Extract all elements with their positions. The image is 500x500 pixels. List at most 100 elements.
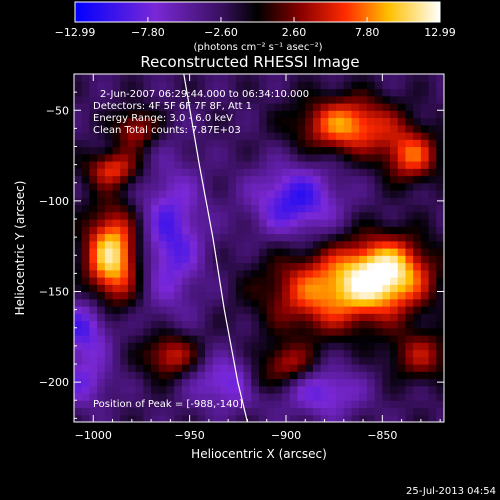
heatmap-cell	[151, 335, 160, 343]
heatmap-cell	[282, 248, 291, 256]
heatmap-cell	[305, 132, 314, 140]
heatmap-cell	[312, 248, 322, 256]
heatmap-cell	[251, 371, 260, 380]
heatmap-cell	[197, 393, 206, 401]
heatmap-cell	[97, 400, 106, 409]
heatmap-cell	[212, 364, 222, 372]
heatmap-cell	[374, 262, 383, 271]
heatmap-cell	[174, 95, 183, 104]
heatmap-cell	[274, 335, 283, 343]
heatmap-cell	[135, 197, 144, 206]
heatmap-cell	[251, 161, 260, 169]
heatmap-cell	[282, 139, 291, 148]
heatmap-cell	[174, 146, 183, 155]
heatmap-cell	[205, 95, 214, 104]
heatmap-cell	[104, 262, 114, 271]
heatmap-cell	[151, 284, 160, 293]
heatmap-cell	[297, 139, 306, 148]
heatmap-cell	[312, 124, 322, 133]
heatmap-cell	[259, 95, 268, 104]
heatmap-cell	[266, 197, 276, 206]
heatmap-cell	[382, 371, 391, 380]
heatmap-cell	[374, 291, 383, 300]
heatmap-cell	[197, 132, 206, 140]
heatmap-cell	[166, 298, 175, 307]
heatmap-cell	[259, 269, 268, 278]
heatmap-cell	[251, 240, 260, 249]
heatmap-cell	[390, 197, 399, 206]
heatmap-cell	[166, 233, 175, 242]
heatmap-cell	[127, 204, 137, 213]
heatmap-cell	[351, 211, 360, 220]
heatmap-cell	[413, 248, 422, 256]
heatmap-cell	[336, 182, 345, 191]
heatmap-cell	[289, 204, 299, 213]
heatmap-cell	[104, 95, 114, 104]
heatmap-cell	[390, 313, 399, 322]
heatmap-cell	[143, 277, 152, 285]
heatmap-cell	[181, 255, 191, 264]
heatmap-cell	[228, 240, 237, 249]
heatmap-cell	[320, 124, 329, 133]
heatmap-cell	[166, 197, 175, 206]
heatmap-cell	[297, 371, 306, 380]
heatmap-cell	[312, 226, 322, 235]
heatmap-cell	[397, 211, 407, 220]
heatmap-cell	[112, 110, 121, 119]
heatmap-cell	[390, 103, 399, 111]
heatmap-cell	[274, 393, 283, 401]
heatmap-cell	[181, 190, 191, 198]
heatmap-cell	[390, 255, 399, 264]
heatmap-cell	[158, 414, 168, 422]
heatmap-cell	[359, 175, 368, 184]
heatmap-cell	[428, 313, 437, 322]
heatmap-cell	[189, 335, 198, 343]
heatmap-cell	[374, 407, 383, 416]
heatmap-cell	[305, 385, 314, 394]
heatmap-cell	[81, 407, 91, 416]
heatmap-cell	[251, 400, 260, 409]
heatmap-cell	[135, 269, 144, 278]
heatmap-cell	[135, 327, 144, 336]
heatmap-cell	[320, 262, 329, 271]
heatmap-cell	[74, 110, 83, 119]
heatmap-cell	[243, 190, 252, 198]
heatmap-cell	[166, 190, 175, 198]
heatmap-cell	[259, 284, 268, 293]
heatmap-cell	[212, 124, 222, 133]
heatmap-cell	[104, 277, 114, 285]
heatmap-cell	[235, 197, 245, 206]
heatmap-cell	[320, 168, 329, 177]
heatmap-cell	[397, 110, 407, 119]
heatmap-cell	[343, 226, 353, 235]
heatmap-cell	[243, 175, 252, 184]
colorbar-tick-label: −7.80	[131, 26, 165, 39]
heatmap-cell	[428, 74, 437, 82]
heatmap-cell	[81, 95, 91, 104]
heatmap-cell	[135, 342, 144, 351]
heatmap-cell	[282, 124, 291, 133]
heatmap-cell	[328, 313, 337, 322]
heatmap-cell	[328, 306, 337, 314]
heatmap-cell	[89, 284, 98, 293]
heatmap-cell	[158, 211, 168, 220]
heatmap-cell	[212, 161, 222, 169]
heatmap-cell	[289, 190, 299, 198]
heatmap-cell	[328, 153, 337, 162]
heatmap-cell	[104, 168, 114, 177]
heatmap-cell	[251, 313, 260, 322]
heatmap-cell	[320, 161, 329, 169]
heatmap-cell	[420, 182, 430, 191]
heatmap-cell	[151, 248, 160, 256]
heatmap-cell	[127, 284, 137, 293]
heatmap-cell	[212, 371, 222, 380]
heatmap-cell	[104, 400, 114, 409]
heatmap-cell	[251, 197, 260, 206]
heatmap-cell	[112, 95, 121, 104]
heatmap-cell	[158, 356, 168, 365]
heatmap-cell	[274, 291, 283, 300]
heatmap-cell	[405, 356, 414, 365]
heatmap-cell	[181, 219, 191, 227]
heatmap-cell	[320, 182, 329, 191]
heatmap-cell	[89, 153, 98, 162]
